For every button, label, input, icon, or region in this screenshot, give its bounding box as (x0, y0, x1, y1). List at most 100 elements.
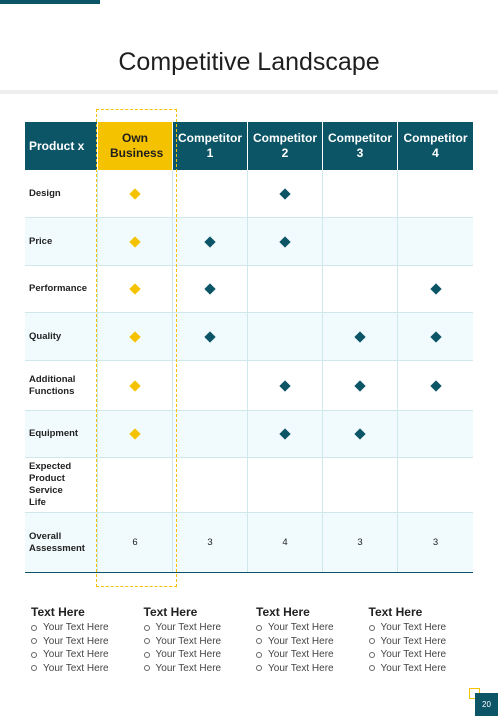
page-title: Competitive Landscape (118, 48, 380, 76)
cell-competitor-2 (248, 266, 323, 312)
note-column: Text Here Your Text Here Your Text Here You… (368, 605, 482, 676)
note-list-item: Your Text Here (143, 648, 257, 662)
note-item-text: Your Text Here (380, 622, 447, 633)
diamond-marker-icon (129, 235, 141, 248)
cell-own-business (98, 458, 173, 512)
cell-competitor-4 (398, 411, 473, 457)
note-list-item: Your Text Here (31, 635, 144, 649)
note-list-item: Your Text Here (31, 648, 144, 662)
note-list-item: Your Text Here (31, 662, 144, 676)
cell-competitor-1 (173, 170, 248, 217)
row-label-text: Expected Product Service Life (29, 461, 72, 508)
note-item-text: Your Text Here (43, 649, 109, 660)
top-accent-bar (0, 0, 100, 4)
diamond-marker-icon (354, 330, 366, 343)
note-column: Text Here Your Text Here Your Text Here You… (256, 605, 369, 675)
header-competitor-3-label: Competitor 3 (328, 131, 392, 160)
overall-score-own-business: 6 (98, 513, 173, 572)
circle-bullet-icon (31, 651, 37, 658)
overall-score-competitor-4: 3 (432, 537, 439, 548)
note-title: Text Here (368, 605, 423, 619)
overall-score-competitor-3: 3 (323, 513, 398, 572)
note-item-text: Your Text Here (268, 635, 334, 647)
cell-competitor-2 (248, 313, 323, 360)
page-number: 20 (475, 693, 498, 716)
circle-bullet-icon (31, 624, 37, 631)
header-competitor-1: Competitor 1 (173, 122, 248, 170)
note-list-item: Your Text Here (368, 621, 482, 635)
table-row: Additional Functions (25, 361, 473, 411)
cell-competitor-2 (248, 411, 323, 457)
note-item-text: Your Text Here (155, 649, 222, 660)
circle-bullet-icon (256, 624, 262, 631)
cell-competitor-1 (173, 458, 248, 512)
cell-competitor-3 (323, 266, 398, 312)
circle-bullet-icon (256, 665, 262, 672)
cell-competitor-4 (398, 313, 473, 360)
header-competitor-2: Competitor 2 (248, 122, 323, 170)
cell-competitor-1 (173, 361, 248, 410)
note-list-item: Your Text Here (256, 621, 369, 635)
diamond-marker-icon (129, 187, 141, 200)
diamond-marker-icon (279, 235, 291, 248)
cell-competitor-3 (323, 218, 398, 265)
cell-competitor-3 (323, 411, 398, 457)
diamond-marker-icon (129, 379, 141, 392)
cell-competitor-1 (173, 218, 248, 265)
diamond-marker-icon (429, 330, 442, 343)
note-list-item: Your Text Here (368, 635, 482, 649)
cell-competitor-2 (248, 218, 323, 265)
cell-competitor-4 (398, 170, 473, 217)
cell-own-business (98, 411, 173, 457)
note-item-text: Your Text Here (43, 622, 109, 633)
row-label-text: Performance (29, 283, 88, 294)
diamond-marker-icon (129, 428, 141, 440)
note-column: Text Here Your Text Here Your Text Here You… (31, 605, 144, 675)
note-item-text: Your Text Here (155, 622, 222, 633)
notes-section: Text Here Your Text Here Your Text Here You… (31, 605, 481, 675)
circle-bullet-icon (256, 651, 262, 658)
cell-competitor-4 (398, 458, 473, 512)
note-list-item: Your Text Here (143, 635, 257, 649)
diamond-marker-icon (279, 187, 291, 200)
cell-competitor-3 (323, 458, 398, 512)
cell-competitor-4 (398, 266, 473, 312)
diamond-marker-icon (354, 428, 366, 440)
header-competitor-3: Competitor 3 (323, 122, 398, 170)
row-label-text: Price (29, 235, 53, 247)
row-label: Expected Product Service Life (25, 458, 98, 512)
cell-competitor-4 (398, 218, 473, 265)
comparison-table: Product x Own Business Competitor 1 Comp… (25, 122, 473, 573)
note-item-text: Your Text Here (43, 635, 109, 647)
table-row: Quality (25, 313, 473, 361)
note-list-item: Your Text Here (368, 648, 482, 662)
note-item-text: Your Text Here (268, 662, 334, 674)
row-label-text: Additional Functions (29, 373, 76, 397)
table-header-row: Product x Own Business Competitor 1 Comp… (25, 122, 473, 170)
diamond-marker-icon (204, 330, 216, 343)
cell-own-business (98, 170, 173, 217)
cell-competitor-3 (323, 313, 398, 360)
diamond-marker-icon (204, 235, 216, 248)
circle-bullet-icon (368, 638, 375, 645)
diamond-marker-icon (129, 283, 141, 295)
row-label: Additional Functions (25, 361, 98, 410)
note-item-text: Your Text Here (380, 635, 447, 647)
cell-competitor-1 (173, 313, 248, 360)
circle-bullet-icon (143, 624, 150, 631)
note-list-item: Your Text Here (368, 662, 482, 676)
row-label: Design (25, 170, 98, 217)
cell-competitor-4 (398, 361, 473, 410)
table-body: Design Price Performance Quality Additional … (25, 170, 473, 573)
table-row: Design (25, 170, 473, 218)
note-title: Text Here (31, 605, 85, 619)
overall-score-competitor-2: 4 (248, 513, 323, 572)
circle-bullet-icon (143, 651, 150, 658)
note-column: Text Here Your Text Here Your Text Here You… (143, 605, 257, 675)
note-item-text: Your Text Here (268, 622, 334, 633)
header-own-business: Own Business (98, 122, 173, 170)
cell-own-business (98, 266, 173, 312)
note-title: Text Here (143, 605, 198, 619)
cell-competitor-2 (248, 170, 323, 217)
diamond-marker-icon (354, 379, 366, 392)
